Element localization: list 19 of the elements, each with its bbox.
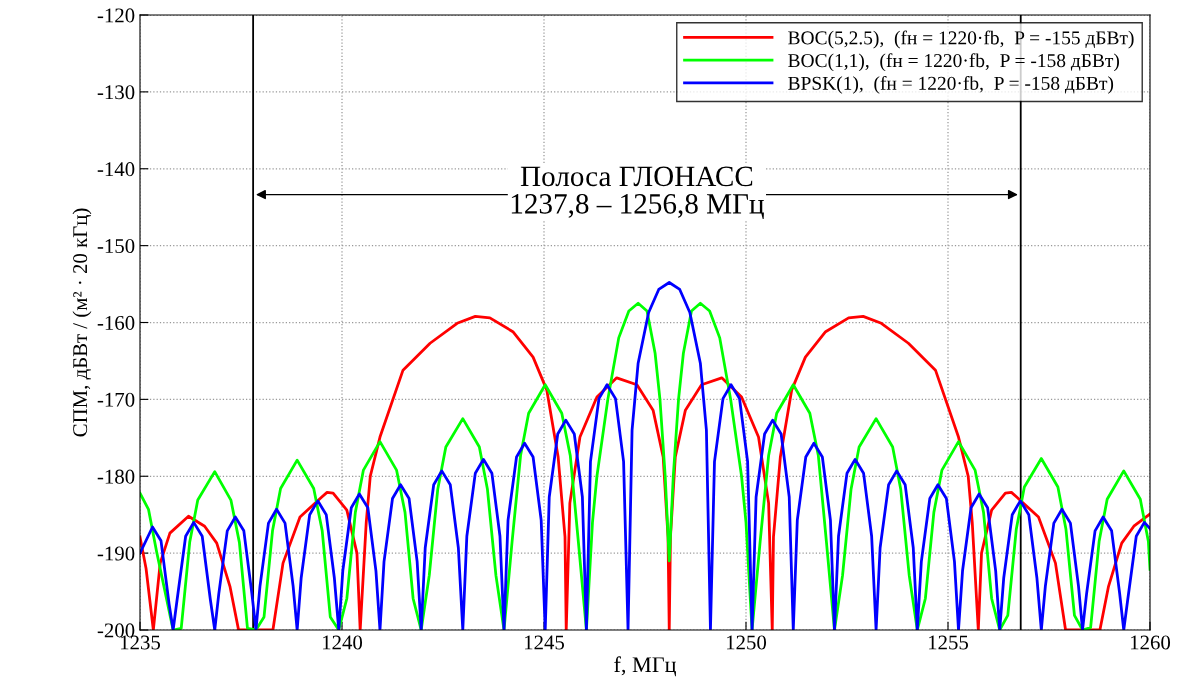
y-tick-label: -150 xyxy=(97,239,135,254)
legend-label: BOC(5,2.5), (fн = 1220·fb, P = -155 дБВт) xyxy=(788,30,1134,49)
y-tick-label: -140 xyxy=(97,162,135,177)
legend-label: BPSK(1), (fн = 1220·fb, P = -158 дБВт) xyxy=(788,75,1114,94)
y-tick-label: -130 xyxy=(97,85,135,100)
y-tick-label: -160 xyxy=(97,315,135,330)
y-tick-label: -170 xyxy=(97,392,135,407)
y-axis-title: СПМ, дБВт / (м² · 20 кГц) xyxy=(72,208,92,437)
x-tick-label: 1240 xyxy=(323,635,363,650)
x-tick-label: 1245 xyxy=(525,635,565,650)
y-tick-label: -120 xyxy=(97,8,135,23)
x-axis-title: f, МГц xyxy=(614,656,676,677)
y-tick-label: -180 xyxy=(97,469,135,484)
y-tick-label: -190 xyxy=(97,546,135,561)
x-tick-label: 1250 xyxy=(727,635,767,650)
x-tick-label: 1260 xyxy=(1131,635,1171,650)
annotation: Полоса ГЛОНАСС 1237,8 – 1256,8 МГц xyxy=(511,166,764,220)
legend-label: BOC(1,1), (fн = 1220·fb, P = -158 дБВт) xyxy=(788,53,1120,72)
x-tick-label: 1255 xyxy=(929,635,969,650)
